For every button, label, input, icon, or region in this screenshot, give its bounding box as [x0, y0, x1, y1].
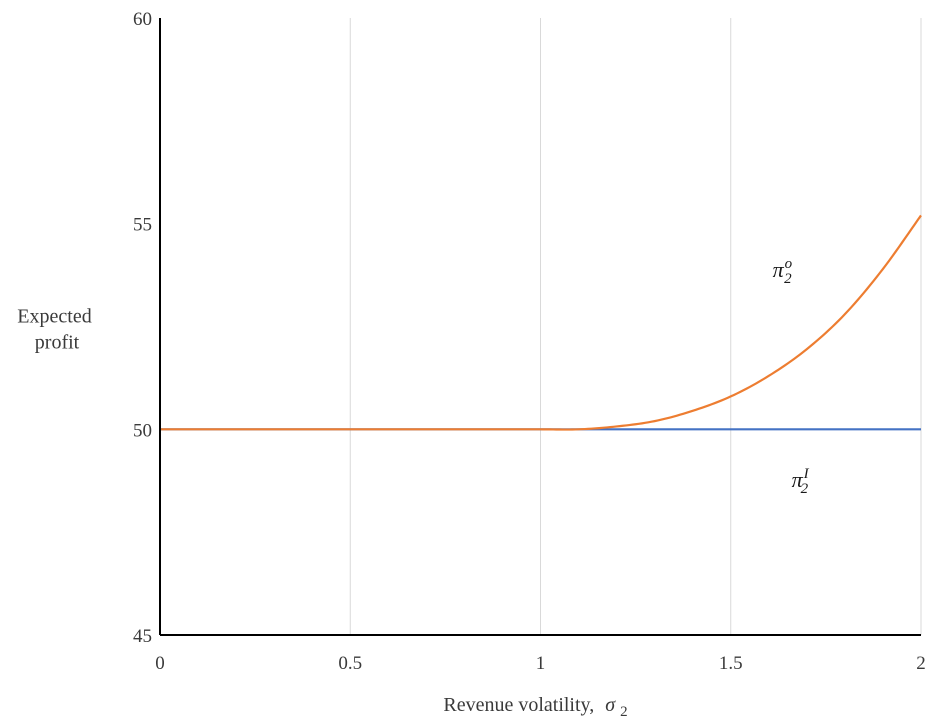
axes	[159, 18, 921, 636]
series-label-sup: I	[803, 466, 810, 482]
y-axis-title: Expected profit	[17, 305, 96, 353]
series-label-base: π	[773, 257, 785, 282]
y-tick-label: 60	[133, 9, 152, 30]
y-axis-title-line-1: Expected	[17, 305, 91, 327]
x-axis-title-subscript: 2	[620, 704, 628, 720]
x-tick-labels: 0 0.5 1 1.5 2	[155, 653, 926, 674]
y-tick-label: 50	[133, 420, 152, 441]
series-line-0	[160, 214, 922, 431]
y-tick-labels: 45 50 55 60	[133, 9, 152, 647]
x-axis-title-text: Revenue volatility,	[443, 694, 594, 716]
x-tick-label: 0	[155, 653, 165, 674]
grid	[349, 18, 922, 635]
x-tick-label: 1	[536, 653, 546, 674]
series-label-1: πI 2	[792, 466, 810, 497]
series-label-base: π	[792, 467, 804, 492]
y-tick-label: 55	[133, 215, 152, 236]
series-lines	[160, 214, 922, 431]
series-label-sub: 2	[801, 481, 809, 497]
x-tick-label: 2	[916, 653, 926, 674]
x-tick-label: 1.5	[719, 653, 743, 674]
x-axis-title: Revenue volatility, σ 2	[443, 694, 627, 720]
x-tick-label: 0.5	[338, 653, 362, 674]
series-label-sup: o	[785, 256, 793, 272]
series-label-0: πo 2	[773, 256, 793, 287]
series-label-sub: 2	[784, 271, 792, 287]
x-axis-title-symbol: σ	[605, 694, 616, 716]
y-axis-title-line-2: profit	[35, 331, 80, 353]
series-labels: πo 2πI 2	[773, 256, 810, 497]
y-tick-label: 45	[133, 626, 152, 647]
